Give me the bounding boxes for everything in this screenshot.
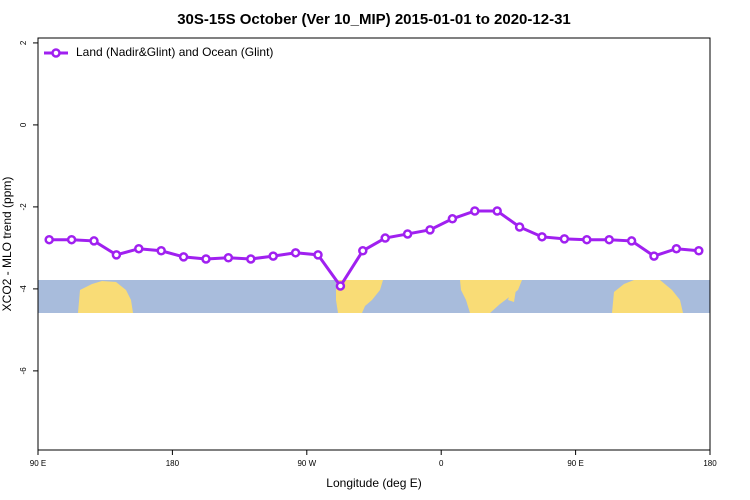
point <box>268 251 278 261</box>
point <box>492 206 502 216</box>
y-tick-label: 2 <box>19 40 28 45</box>
point <box>694 246 704 256</box>
point <box>66 234 77 245</box>
point <box>134 243 144 254</box>
point <box>537 232 547 242</box>
point <box>44 234 54 245</box>
map-strip <box>38 280 710 313</box>
point <box>156 246 166 256</box>
y-tick-label: 0 <box>19 122 28 127</box>
point <box>514 222 525 232</box>
y-tick-label: -6 <box>19 367 28 375</box>
point <box>201 254 211 264</box>
point <box>89 236 99 246</box>
x-tick-label: 90 W <box>297 459 316 468</box>
point <box>402 229 413 239</box>
point <box>178 252 189 262</box>
point <box>604 234 614 245</box>
point <box>559 234 570 244</box>
point <box>223 252 234 263</box>
legend-label: Land (Nadir&Glint) and Ocean (Glint) <box>76 45 273 59</box>
point <box>582 234 592 245</box>
x-tick-label: 90 E <box>30 459 46 468</box>
y-axis-label: XCO2 - MLO trend (ppm) <box>0 177 14 312</box>
point <box>649 251 659 261</box>
y-tick-label: -2 <box>19 203 28 211</box>
chart-title: 30S-15S October (Ver 10_MIP) 2015-01-01 … <box>177 11 571 28</box>
point <box>111 250 122 260</box>
x-tick-label: 0 <box>439 459 444 468</box>
point <box>246 254 256 264</box>
point <box>470 206 480 216</box>
point <box>671 243 682 254</box>
plot-frame <box>37 37 711 451</box>
point <box>425 225 435 235</box>
point <box>313 250 323 260</box>
point <box>290 248 301 258</box>
x-axis-label: Longitude (deg E) <box>326 476 421 490</box>
series-line <box>49 209 699 289</box>
x-tick-label: 180 <box>703 459 717 468</box>
point <box>358 246 368 256</box>
point <box>447 214 458 224</box>
point <box>380 233 390 243</box>
y-tick-label: -4 <box>19 285 28 293</box>
legend-marker <box>51 48 61 58</box>
x-tick-label: 90 E <box>567 459 583 468</box>
point <box>626 236 637 246</box>
x-tick-label: 180 <box>166 459 180 468</box>
point <box>335 281 346 291</box>
